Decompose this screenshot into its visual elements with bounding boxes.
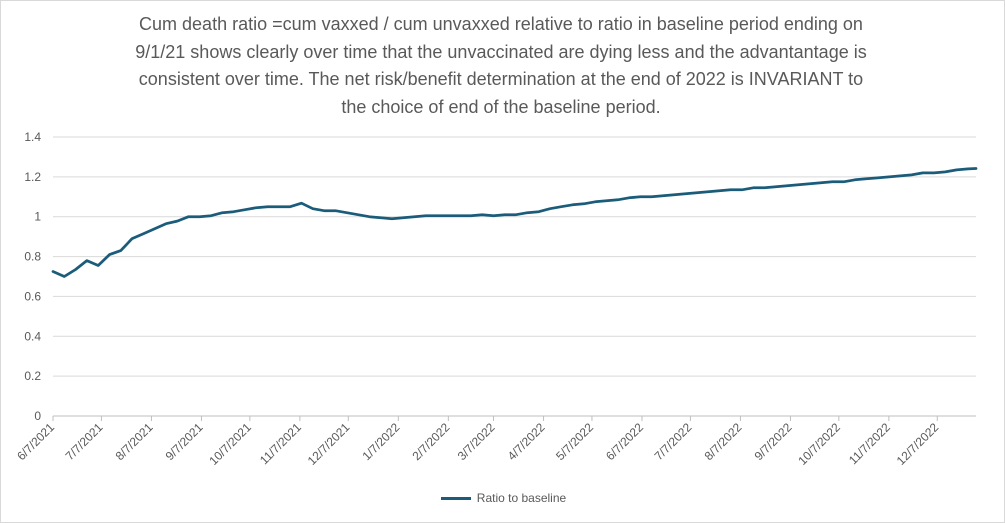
y-tick-label: 0.8 [24,250,41,264]
chart-title: Cum death ratio =cum vaxxed / cum unvaxx… [91,11,911,121]
x-tick-label: 7/7/2022 [652,420,695,463]
y-tick-label: 1 [34,210,41,224]
x-tick-label: 11/7/2021 [257,420,304,467]
y-tick-label: 1.4 [24,130,41,144]
x-tick-label: 12/7/2022 [894,420,942,468]
x-tick-label: 7/7/2021 [63,420,106,463]
x-tick-label: 6/7/2022 [603,420,646,463]
legend-swatch [440,497,471,501]
x-tick-label: 4/7/2022 [505,420,548,463]
chart-title-line-1: Cum death ratio =cum vaxxed / cum unvaxx… [139,14,863,34]
x-tick-label: 8/7/2022 [702,420,745,463]
x-tick-label: 6/7/2021 [14,420,57,463]
legend-label: Ratio to baseline [476,491,567,505]
series-line-ratio-to-baseline [51,167,978,278]
y-tick-label: 0 [34,409,41,423]
x-tick-label: 8/7/2021 [113,420,156,463]
x-tick-label: 9/7/2021 [163,420,206,463]
x-tick-label: 9/7/2022 [752,420,795,463]
x-tick-label: 11/7/2022 [846,420,893,467]
y-tick-label: 0.2 [24,369,41,383]
y-tick-label: 0.4 [24,329,41,343]
x-tick-label: 5/7/2022 [553,420,596,463]
chart-title-line-4: the choice of end of the baseline period… [341,96,661,117]
x-tick-label: 3/7/2022 [455,420,498,463]
chart-title-line-3: consistent over time. The net risk/benef… [138,69,864,89]
y-tick-label: 1.2 [24,170,41,184]
y-tick-label: 0.6 [24,289,41,303]
x-tick-label: 10/7/2021 [206,420,254,468]
chart-title-line-2: 9/1/21 shows clearly over time that the … [135,41,867,62]
x-tick-label: 1/7/2022 [360,420,403,463]
legend: Ratio to baseline [1,491,1005,505]
x-tick-label: 10/7/2022 [795,420,843,468]
x-tick-label: 2/7/2022 [410,420,453,463]
x-tick-label: 12/7/2021 [305,420,353,468]
